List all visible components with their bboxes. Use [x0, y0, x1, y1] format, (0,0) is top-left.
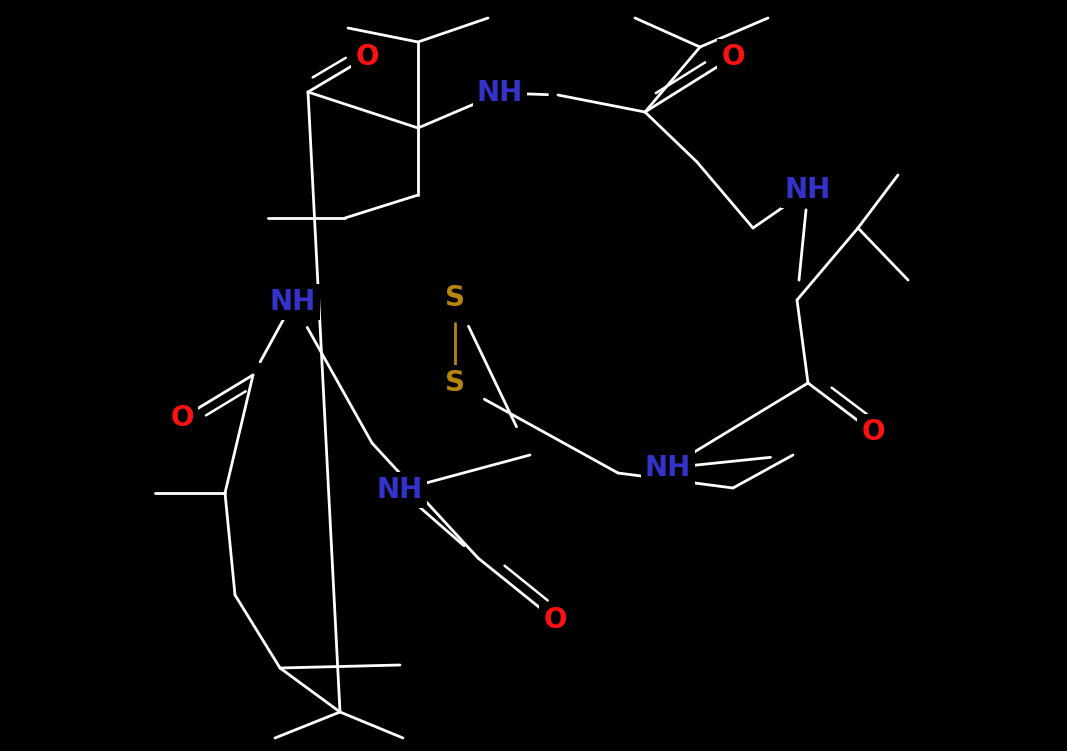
Text: O: O: [171, 404, 194, 432]
Text: O: O: [861, 418, 885, 446]
Text: O: O: [543, 606, 567, 634]
Text: NH: NH: [644, 454, 691, 482]
Text: NH: NH: [377, 476, 424, 504]
Text: O: O: [355, 43, 379, 71]
Text: O: O: [721, 43, 745, 71]
Text: NH: NH: [270, 288, 316, 316]
Text: NH: NH: [785, 176, 831, 204]
Text: NH: NH: [477, 79, 523, 107]
Text: S: S: [445, 369, 465, 397]
Text: S: S: [445, 284, 465, 312]
